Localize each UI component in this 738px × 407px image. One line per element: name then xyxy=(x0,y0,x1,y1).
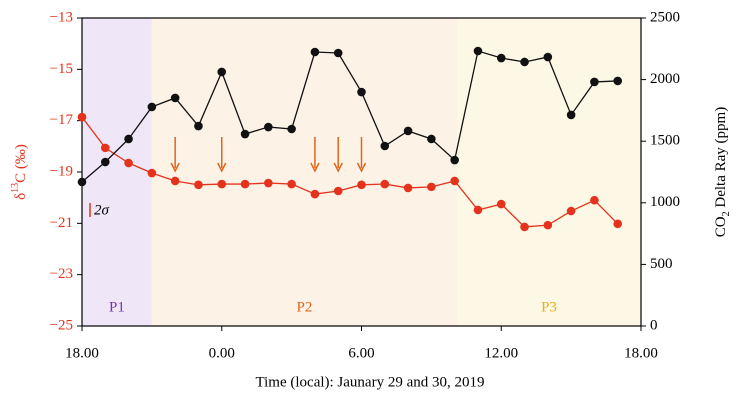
data-point xyxy=(287,179,296,189)
data-point xyxy=(194,121,203,131)
data-point xyxy=(496,53,506,63)
data-point xyxy=(450,176,459,186)
data-point xyxy=(264,178,273,188)
data-point xyxy=(170,93,180,103)
x-tick-label: 6.00 xyxy=(348,345,374,361)
data-point xyxy=(427,134,436,144)
y-axis-label: δ13C (‰) xyxy=(10,144,29,200)
y-label-sup: 13 xyxy=(10,183,21,193)
data-point xyxy=(473,46,483,56)
y2-axis-label: CO2 Delta Ray (ppm) xyxy=(713,107,732,237)
y-tick-label: −23 xyxy=(50,266,73,282)
y-tick-label: −15 xyxy=(50,61,73,77)
y2-label-prefix: CO xyxy=(713,216,729,237)
data-point xyxy=(357,180,366,190)
phase-band xyxy=(456,18,641,326)
data-point xyxy=(613,76,623,86)
y-tick-label: −19 xyxy=(50,163,73,179)
arrow-head xyxy=(356,162,367,173)
data-point xyxy=(287,124,296,134)
data-point xyxy=(543,52,553,62)
data-point xyxy=(124,158,133,168)
phase-label: P3 xyxy=(541,299,557,315)
y2-tick-label: 2500 xyxy=(650,9,680,25)
data-point xyxy=(217,67,227,77)
data-point xyxy=(310,189,320,199)
data-point xyxy=(147,168,157,178)
arrow-head xyxy=(333,162,343,173)
data-point xyxy=(380,179,390,189)
data-point xyxy=(590,77,599,87)
x-tick-label: 18.00 xyxy=(65,345,99,361)
data-point xyxy=(194,180,203,190)
x-tick-label: 12.00 xyxy=(484,345,518,361)
data-point xyxy=(427,182,436,192)
phase-label: P1 xyxy=(109,299,125,315)
data-point xyxy=(380,141,390,151)
data-point xyxy=(100,143,110,153)
data-point xyxy=(124,134,133,144)
x-axis-label: Time (local): Jaunary 29 and 30, 2019 xyxy=(256,374,485,390)
data-point xyxy=(520,222,529,232)
data-point xyxy=(566,206,576,216)
y2-label-suffix: Delta Ray (ppm) xyxy=(713,107,729,212)
data-point xyxy=(566,110,576,120)
data-point xyxy=(217,179,227,189)
data-point xyxy=(310,47,320,57)
data-point xyxy=(333,48,343,58)
y-label-prefix: δ xyxy=(13,193,29,200)
data-point xyxy=(357,87,366,97)
data-point xyxy=(450,155,459,165)
data-point xyxy=(147,102,157,112)
data-point xyxy=(473,205,483,215)
data-point xyxy=(264,122,273,132)
y-tick-label: −17 xyxy=(50,112,74,128)
data-point xyxy=(403,183,413,193)
data-point xyxy=(333,186,343,196)
data-point xyxy=(240,179,250,189)
y-tick-label: −13 xyxy=(50,9,73,25)
arrow-head xyxy=(217,162,227,173)
arrow-head xyxy=(170,162,180,173)
y2-tick-label: 1000 xyxy=(650,194,680,210)
data-point xyxy=(100,157,110,167)
data-point xyxy=(170,176,180,186)
data-point xyxy=(520,57,529,67)
x-tick-label: 18.00 xyxy=(624,345,658,361)
y-tick-label: −21 xyxy=(50,215,73,231)
y2-tick-label: 0 xyxy=(650,317,658,333)
y2-tick-label: 500 xyxy=(650,256,673,272)
data-point xyxy=(240,129,250,139)
x-tick-label: 0.00 xyxy=(209,345,235,361)
data-point xyxy=(590,195,599,205)
annotation: 2σ xyxy=(94,202,110,218)
y2-label-sub: 2 xyxy=(721,211,732,216)
phase-band xyxy=(82,18,152,326)
y-label-suffix: C (‰) xyxy=(13,144,29,183)
phase-label: P2 xyxy=(297,299,313,315)
data-point xyxy=(543,220,553,230)
data-point xyxy=(613,219,623,229)
y2-tick-label: 1500 xyxy=(650,133,680,149)
arrow-head xyxy=(310,162,320,173)
data-point xyxy=(77,112,87,122)
data-point xyxy=(403,126,413,136)
phase-band xyxy=(151,18,457,326)
y2-tick-label: 2000 xyxy=(650,71,680,87)
data-point xyxy=(77,177,87,187)
data-point xyxy=(496,199,506,209)
y-tick-label: −25 xyxy=(50,317,73,333)
